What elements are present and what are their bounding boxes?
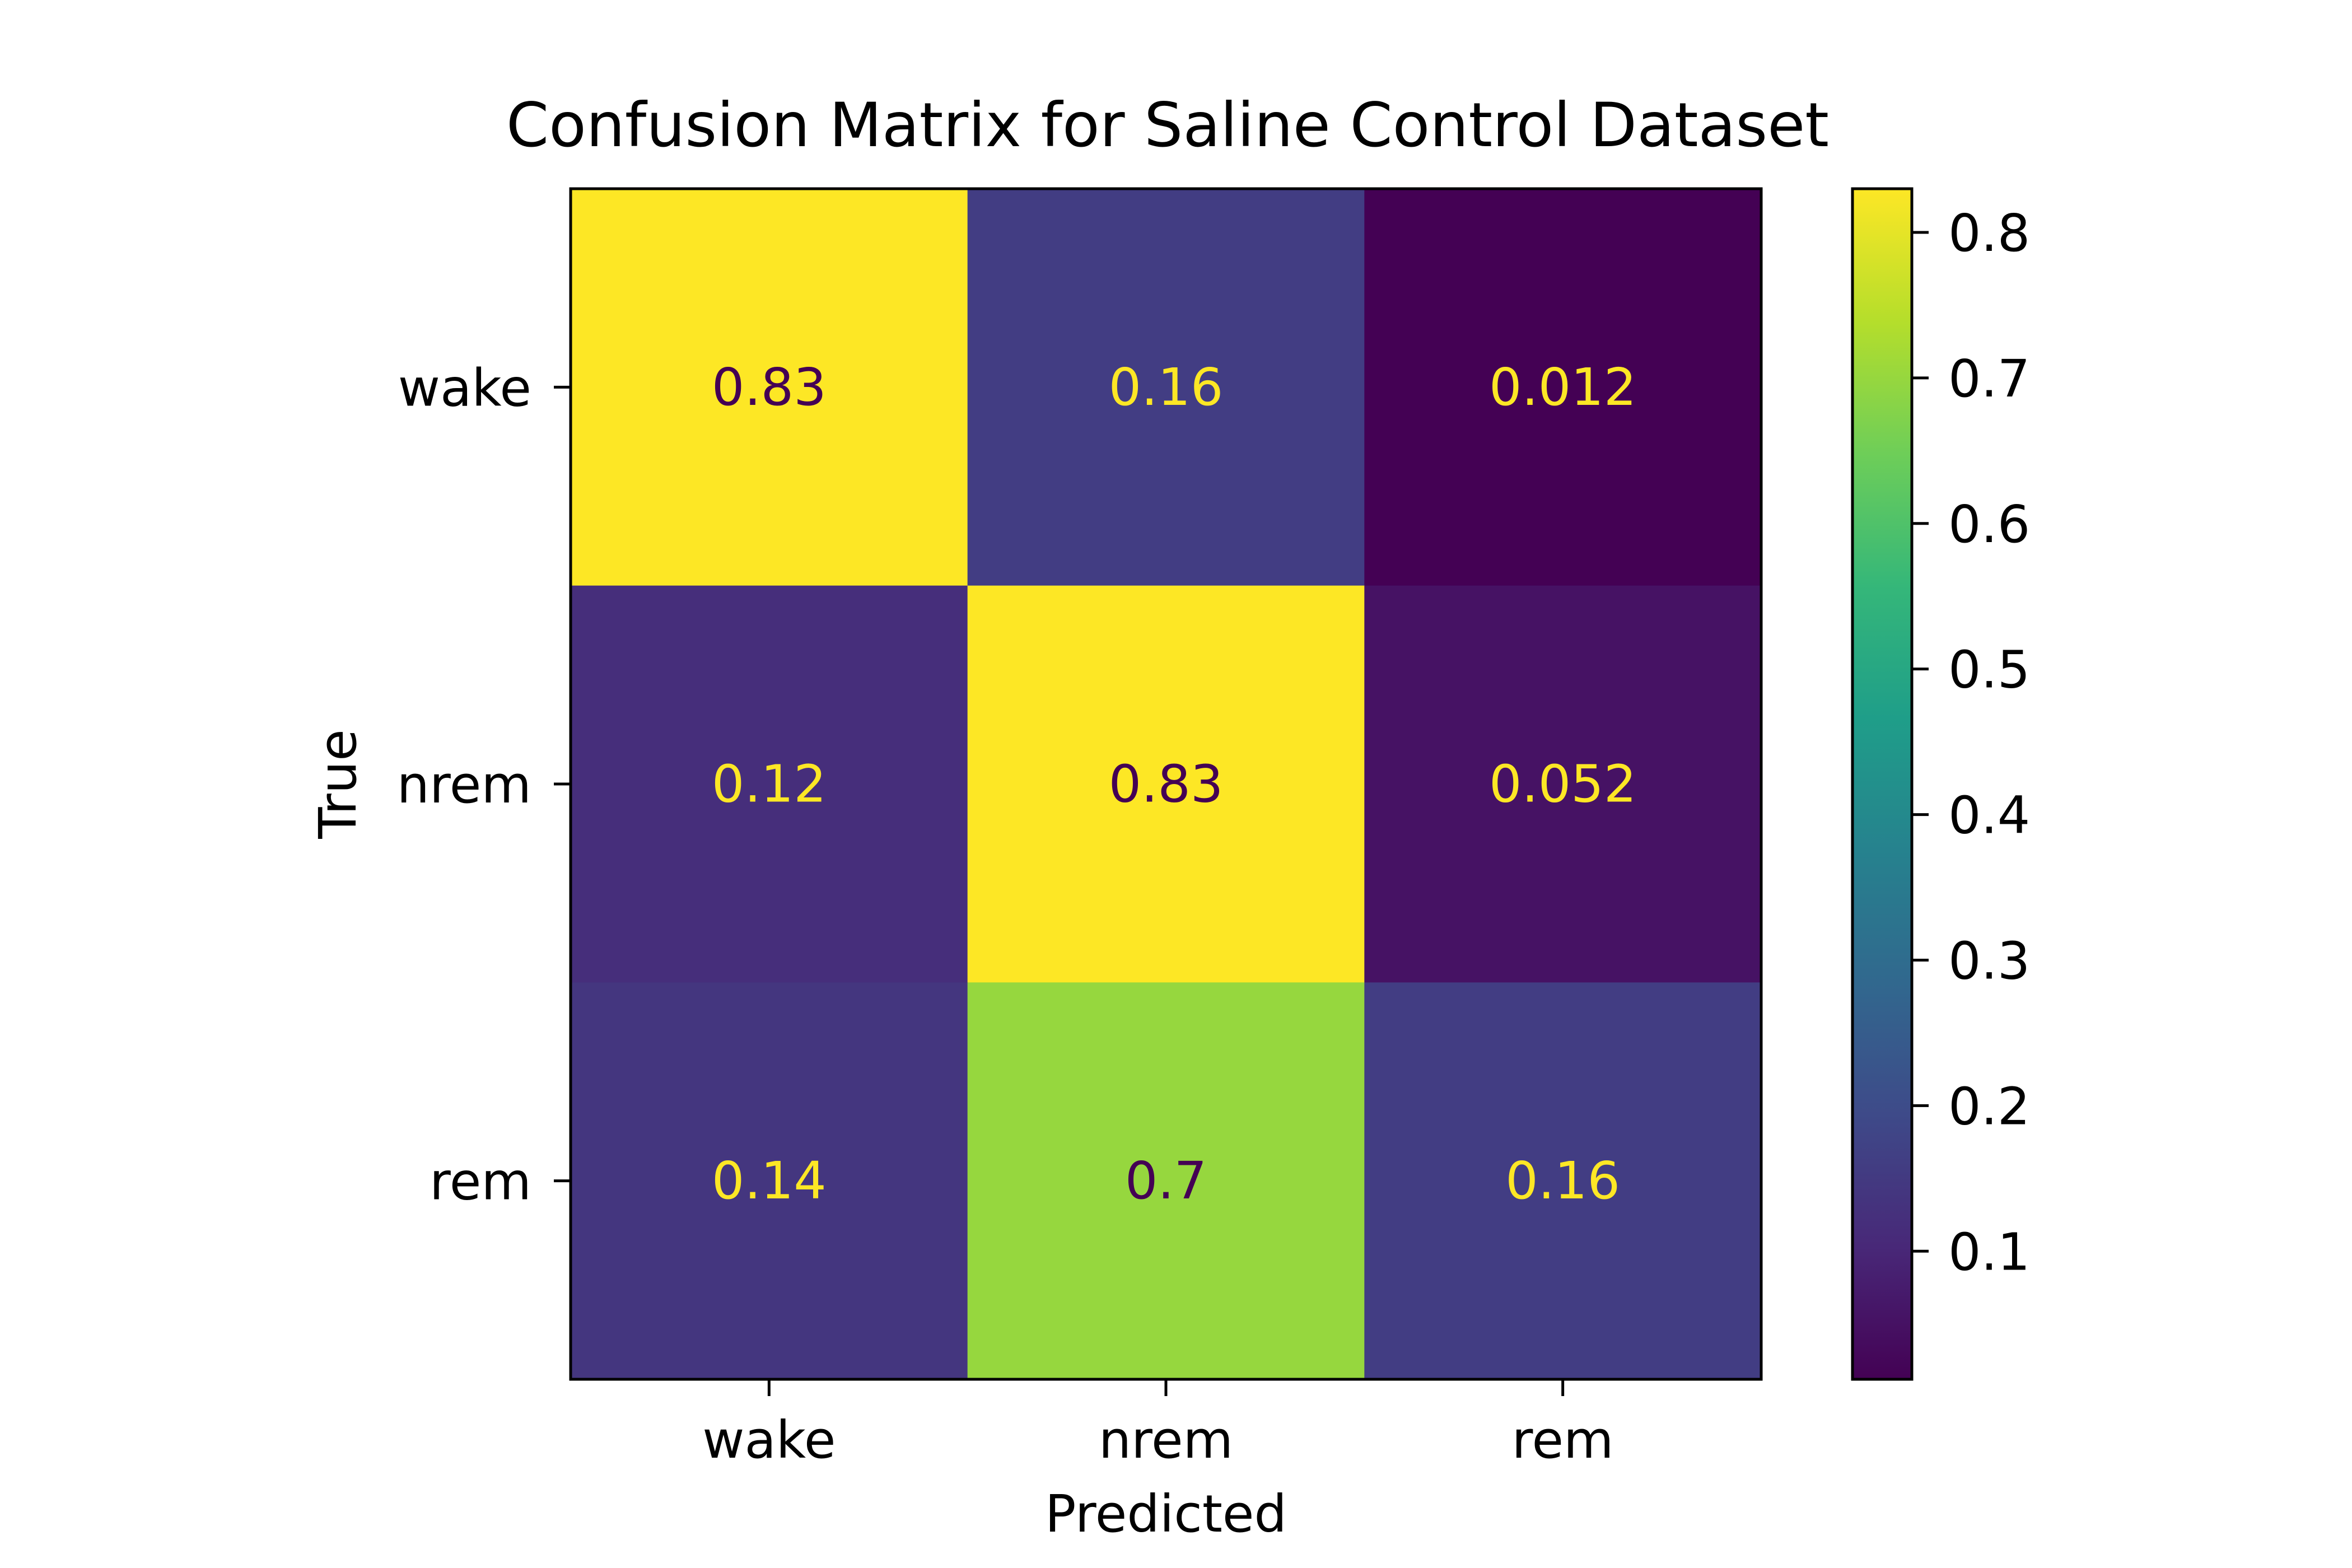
y-tick-label: rem	[430, 1152, 531, 1212]
heatmap-cell	[571, 189, 968, 586]
x-axis-label: Predicted	[1045, 1484, 1287, 1544]
colorbar-tick-label: 0.5	[1948, 640, 2030, 700]
cell-value-label: 0.16	[1505, 1151, 1620, 1211]
y-tick-label: nrem	[397, 755, 531, 815]
colorbar-tick-label: 0.7	[1948, 349, 2030, 409]
y-axis-ticks: wake nrem rem	[397, 358, 571, 1212]
heatmap-cell	[967, 189, 1365, 586]
cell-value-label: 0.012	[1489, 357, 1636, 417]
x-tick-label: rem	[1512, 1410, 1614, 1470]
colorbar-tick-label: 0.4	[1948, 786, 2030, 846]
cell-value-label: 0.83	[712, 357, 827, 417]
heatmap-cell	[1364, 189, 1762, 586]
heatmap-cell-labels: 0.83 0.16 0.012 0.12 0.83 0.052 0.14 0.7 0.16	[712, 357, 1636, 1211]
heatmap-cell	[1364, 585, 1762, 983]
x-tick-label: nrem	[1099, 1410, 1233, 1470]
heatmap-cell	[571, 585, 968, 983]
x-axis-ticks: wake nrem rem	[702, 1379, 1614, 1470]
heatmap-cell	[571, 982, 968, 1380]
colorbar-tick-label: 0.2	[1948, 1076, 2030, 1136]
chart-title: Confusion Matrix for Saline Control Data…	[506, 90, 1829, 161]
y-tick-label: wake	[398, 358, 531, 418]
y-axis-label: True	[308, 729, 368, 839]
heatmap-cells	[571, 189, 1762, 1380]
cell-value-label: 0.83	[1109, 754, 1224, 814]
cell-value-label: 0.12	[712, 754, 827, 814]
colorbar-tick-label: 0.3	[1948, 931, 2030, 991]
colorbar-tick-label: 0.1	[1948, 1222, 2030, 1282]
heatmap-cell	[967, 585, 1365, 983]
cell-value-label: 0.16	[1109, 357, 1224, 417]
heatmap-cell	[967, 982, 1365, 1380]
colorbar-tick-label: 0.6	[1948, 494, 2030, 554]
colorbar	[1851, 187, 1914, 1381]
heatmap-cell	[1364, 982, 1762, 1380]
colorbar-ticks: 0.1 0.2 0.3 0.4 0.5 0.6 0.7 0.8	[1912, 203, 2030, 1282]
cell-value-label: 0.14	[712, 1151, 827, 1211]
cell-value-label: 0.7	[1125, 1151, 1207, 1211]
colorbar-tick-label: 0.8	[1948, 203, 2030, 263]
x-tick-label: wake	[702, 1410, 836, 1470]
cell-value-label: 0.052	[1489, 754, 1636, 814]
